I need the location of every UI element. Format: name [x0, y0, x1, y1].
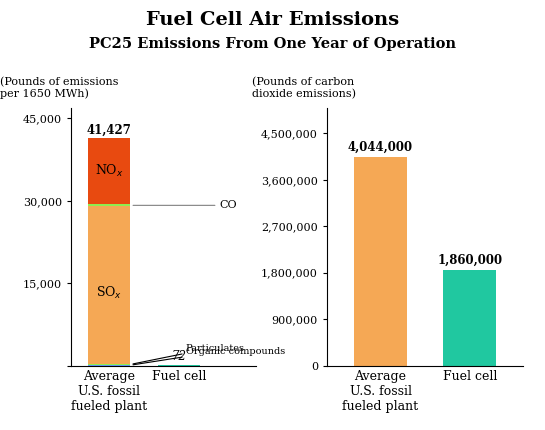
Text: 72: 72: [172, 350, 187, 363]
Bar: [354, 157, 407, 366]
Text: (Pounds of carbon
dioxide emissions): (Pounds of carbon dioxide emissions): [252, 77, 356, 99]
Text: (Pounds of emissions
per 1650 MWh): (Pounds of emissions per 1650 MWh): [1, 77, 119, 99]
Text: SO$_x$: SO$_x$: [96, 285, 123, 301]
Text: 41,427: 41,427: [87, 123, 132, 136]
Text: CO: CO: [219, 200, 237, 210]
Text: PC25 Emissions From One Year of Operation: PC25 Emissions From One Year of Operatio…: [89, 37, 456, 51]
Bar: [443, 270, 496, 366]
Bar: [88, 138, 130, 204]
Bar: [88, 365, 130, 366]
Text: Fuel Cell Air Emissions: Fuel Cell Air Emissions: [146, 11, 399, 29]
Text: 4,044,000: 4,044,000: [348, 141, 413, 154]
Bar: [88, 364, 130, 365]
Text: 1,860,000: 1,860,000: [437, 254, 502, 267]
Bar: [88, 204, 130, 206]
Bar: [88, 206, 130, 364]
Text: Organic compounds: Organic compounds: [185, 347, 285, 356]
Text: NO$_x$: NO$_x$: [95, 163, 124, 179]
Text: Particulates: Particulates: [185, 344, 245, 353]
